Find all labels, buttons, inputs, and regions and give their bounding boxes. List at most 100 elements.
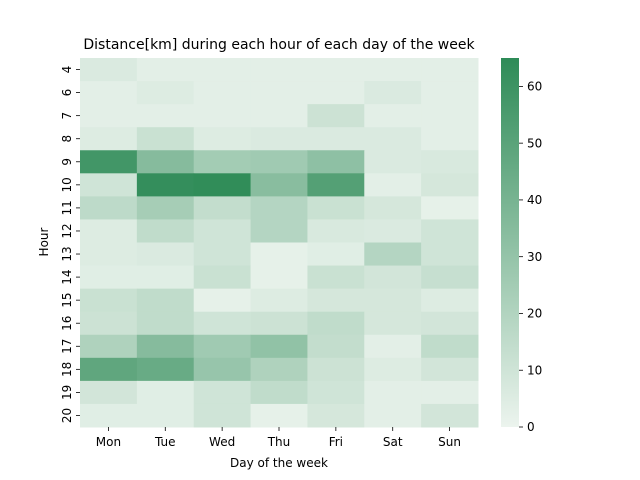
heatmap-cell	[421, 58, 479, 82]
heatmap-cell	[193, 127, 252, 151]
heatmap-cell	[80, 265, 138, 290]
heatmap-cell	[307, 288, 365, 313]
heatmap-cell	[193, 242, 252, 267]
heatmap-cell	[250, 357, 308, 382]
heatmap-cell	[421, 288, 479, 313]
heatmap-cell	[421, 127, 479, 151]
heatmap-cell	[364, 311, 422, 336]
heatmap-cell	[364, 242, 422, 267]
y-tick-label: 20	[60, 408, 74, 423]
heatmap-cell	[193, 403, 252, 428]
y-tick-label: 17	[60, 339, 74, 354]
heatmap-cell	[250, 288, 308, 313]
y-tick-label: 18	[60, 362, 74, 377]
colorbar-tick-label: 20	[527, 307, 542, 321]
heatmap-cell	[250, 311, 308, 336]
y-tick-label: 4	[60, 66, 74, 74]
heatmap-cell	[364, 403, 422, 428]
x-tick-label: Tue	[154, 435, 176, 449]
y-tick-label: 7	[60, 112, 74, 120]
heatmap-cell	[250, 58, 308, 82]
heatmap-cell	[307, 311, 365, 336]
heatmap-cell	[193, 380, 252, 405]
heatmap-cell	[193, 265, 252, 290]
heatmap-cell	[136, 357, 195, 382]
heatmap-cell	[421, 311, 479, 336]
heatmap-cell	[193, 357, 252, 382]
heatmap-cell	[250, 127, 308, 151]
heatmap-cell	[364, 219, 422, 243]
heatmap-cell	[80, 288, 138, 313]
heatmap-cell	[193, 81, 252, 105]
heatmap-cell	[307, 58, 365, 82]
heatmap-cell	[80, 127, 138, 151]
x-tick-label: Sat	[383, 435, 403, 449]
heatmap-cell	[364, 81, 422, 105]
heatmap-cell	[364, 173, 422, 197]
colorbar-tick-label: 50	[527, 136, 542, 150]
heatmap-cell	[193, 334, 252, 359]
heatmap-cell	[307, 380, 365, 405]
heatmap-cell	[364, 150, 422, 174]
heatmap-cell	[136, 265, 195, 290]
heatmap-cell	[80, 58, 138, 82]
heatmap-cell	[307, 219, 365, 243]
x-axis-label: Day of the week	[230, 456, 328, 470]
heatmap-cell	[364, 380, 422, 405]
heatmap-cell	[250, 242, 308, 267]
heatmap-cell	[193, 288, 252, 313]
y-tick-label: 14	[60, 269, 74, 284]
y-tick-label: 11	[60, 200, 74, 215]
y-tick-label: 6	[60, 89, 74, 97]
colorbar-ticks: 0 10 20 30 40 50 60	[519, 80, 542, 434]
heatmap-cell	[80, 311, 138, 336]
heatmap-cell	[364, 288, 422, 313]
heatmap-cell	[193, 196, 252, 220]
heatmap-cell	[421, 265, 479, 290]
heatmap-cell	[421, 357, 479, 382]
heatmap-cell	[307, 357, 365, 382]
heatmap-cell	[250, 196, 308, 220]
heatmap-cell	[307, 196, 365, 220]
heatmap-cell	[250, 173, 308, 197]
heatmap-cell	[307, 403, 365, 428]
y-tick-label: 10	[60, 177, 74, 192]
y-tick-label: 12	[60, 223, 74, 238]
heatmap-cell	[136, 380, 195, 405]
heatmap-cell	[193, 219, 252, 243]
heatmap-cell	[136, 58, 195, 82]
colorbar-tick-label: 0	[527, 420, 535, 434]
heatmap-cell	[421, 196, 479, 220]
heatmap-cell	[193, 173, 252, 197]
heatmap-cell	[80, 81, 138, 105]
heatmap-cell	[421, 150, 479, 174]
heatmap-cell	[364, 196, 422, 220]
heatmap-cell	[421, 334, 479, 359]
heatmap-cell	[80, 242, 138, 267]
heatmap-cell	[250, 334, 308, 359]
heatmap-cell	[193, 58, 252, 82]
heatmap-cell	[421, 242, 479, 267]
heatmap-cell	[364, 58, 422, 82]
heatmap-cell	[136, 288, 195, 313]
y-tick-label: 8	[60, 135, 74, 143]
heatmap-cell	[250, 150, 308, 174]
heatmap-cell	[364, 357, 422, 382]
heatmap-cell	[421, 81, 479, 105]
heatmap-cell	[193, 104, 252, 128]
heatmap-cell	[250, 403, 308, 428]
heatmap-cell	[364, 127, 422, 151]
heatmap-cell	[80, 403, 138, 428]
heatmap-cell	[421, 403, 479, 428]
heatmap-cell	[136, 173, 195, 197]
heatmap-cell	[136, 104, 195, 128]
heatmap-cell	[250, 219, 308, 243]
y-tick-label: 15	[60, 293, 74, 308]
y-tick-label: 13	[60, 246, 74, 261]
heatmap-cell	[307, 104, 365, 128]
heatmap-cell	[250, 104, 308, 128]
heatmap-cell	[80, 380, 138, 405]
heatmap-cell	[80, 173, 138, 197]
heatmap-cell	[421, 219, 479, 243]
x-tick-label: Thu	[267, 435, 291, 449]
